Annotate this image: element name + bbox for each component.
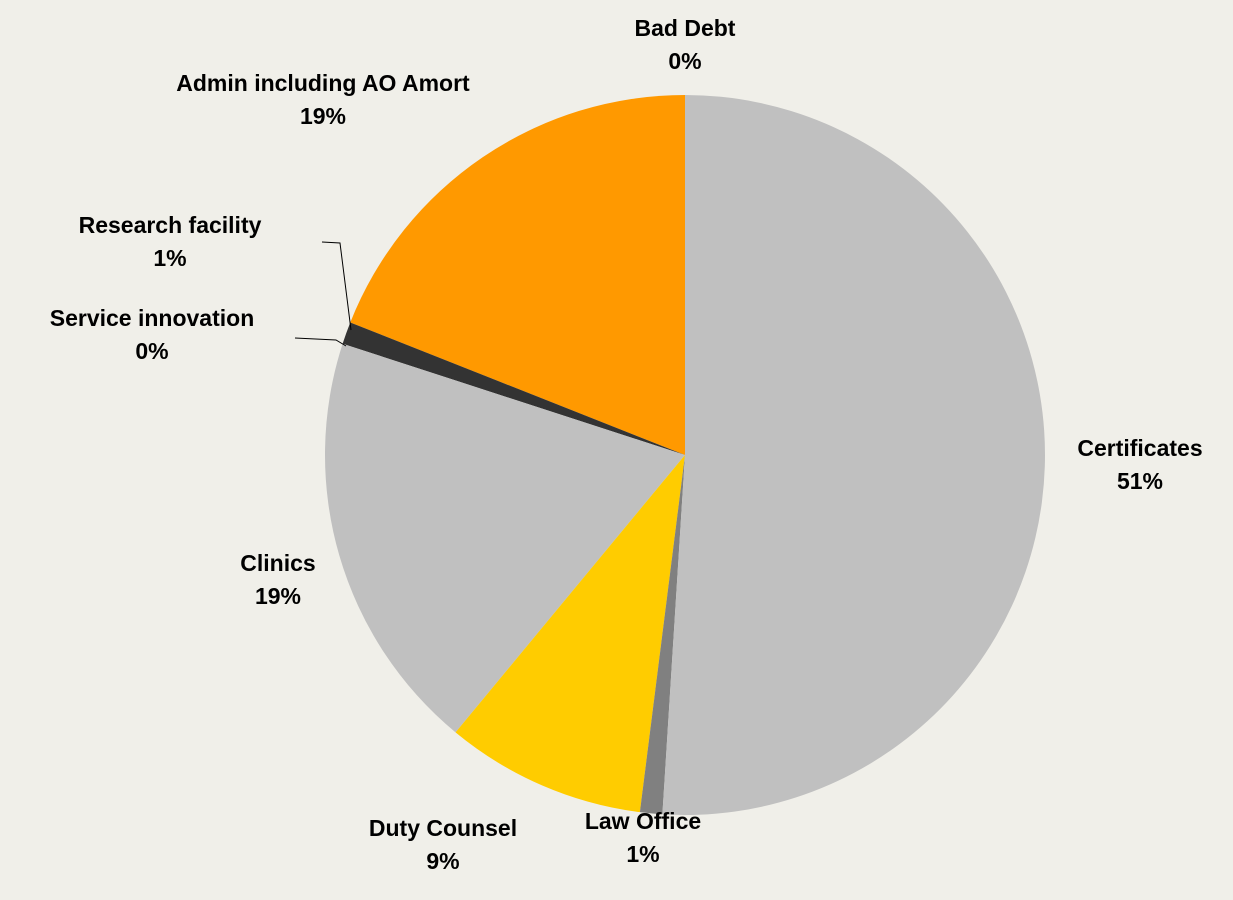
data-label: Research facility 1% [20, 209, 320, 275]
data-label: Service innovation 0% [2, 302, 302, 368]
value-label: 9% [426, 848, 460, 874]
pie-slice [325, 343, 685, 733]
data-label: Duty Counsel 9% [333, 812, 553, 878]
value-label: 0% [668, 48, 702, 74]
category-name: Law Office [584, 808, 702, 834]
pie-slice [639, 455, 685, 815]
data-label: Law Office 1% [543, 805, 743, 871]
data-label: Clinics 19% [178, 547, 378, 613]
pie-slice [455, 455, 685, 813]
pie-slice [342, 322, 685, 455]
pie-slice [662, 95, 1045, 815]
value-label: 51% [1116, 468, 1164, 494]
data-label: Bad Debt 0% [585, 12, 785, 78]
leader-line [321, 241, 352, 331]
data-label: Admin including AO Amort 19% [158, 67, 488, 133]
category-name: Service innovation [49, 305, 255, 331]
value-label: 1% [153, 245, 187, 271]
data-label: Certificates 51% [1040, 432, 1233, 498]
value-label: 0% [135, 338, 169, 364]
value-label: 19% [299, 103, 347, 129]
category-name: Duty Counsel [368, 815, 518, 841]
category-name: Bad Debt [634, 15, 736, 41]
category-name: Clinics [240, 550, 316, 576]
category-name: Certificates [1077, 435, 1203, 461]
value-label: 1% [626, 841, 660, 867]
category-name: Admin including AO Amort [176, 70, 470, 96]
pie-slice [350, 94, 685, 455]
value-label: 19% [254, 583, 302, 609]
category-name: Research facility [78, 212, 262, 238]
leader-line [294, 337, 347, 347]
